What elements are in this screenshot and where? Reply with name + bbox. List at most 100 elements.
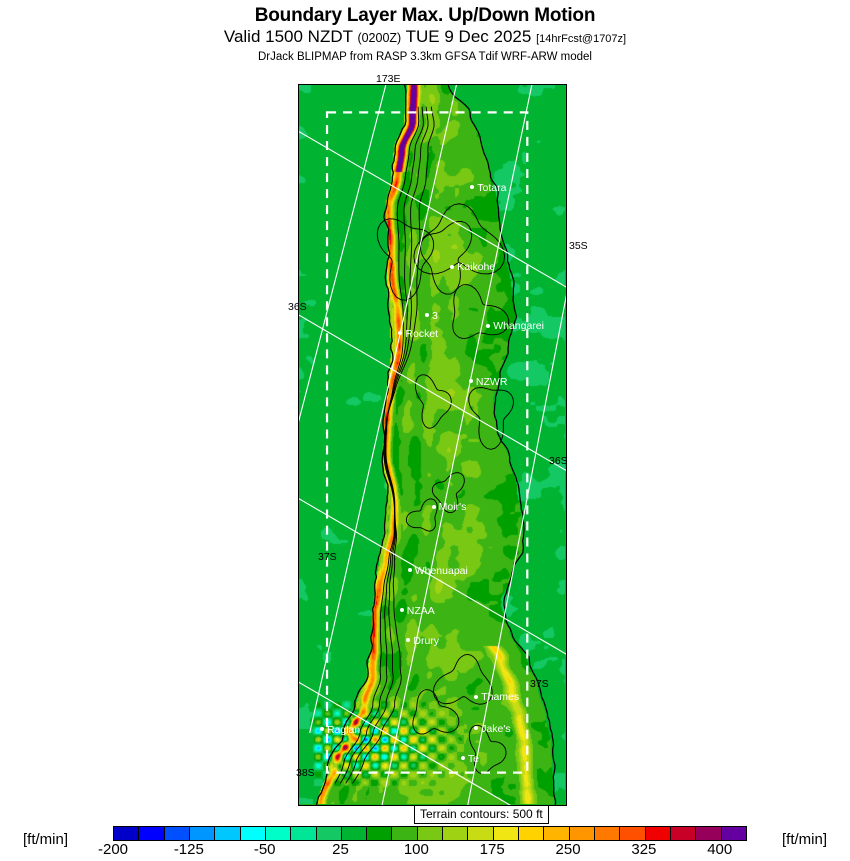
terrain-contour-note: Terrain contours: 500 ft [414, 805, 549, 824]
map-station-3: 3 [425, 309, 438, 322]
colorbar-tick-labels: -200 -125 -50 25 100 175 250 325 400 [98, 841, 745, 861]
map-station-whangarei: Whangarei [486, 321, 544, 332]
colorbar-band-1 [138, 827, 164, 840]
station-dot-icon [319, 726, 324, 731]
colorbar-band-15 [492, 827, 518, 840]
station-dot-icon [450, 264, 455, 269]
grid-label-lat-36s-east: 36S [549, 455, 568, 467]
station-label: NZAA [406, 605, 435, 618]
colorbar-band-12 [416, 827, 443, 840]
station-label: Te [467, 753, 480, 766]
grid-label-lat-35s: 35S [569, 240, 588, 252]
colorbar-band-14 [467, 827, 493, 840]
colorbar-band-7 [290, 827, 316, 840]
station-dot-icon [431, 504, 436, 509]
station-dot-icon [399, 608, 404, 613]
colorbar-tick-325: 325 [631, 841, 657, 858]
colorbar-band-6 [264, 827, 291, 840]
colorbar-tick-250: 250 [555, 841, 581, 858]
station-dot-icon [470, 185, 475, 190]
grid-label-lat-37s-west: 37S [318, 551, 337, 563]
valid-time-prefix: Valid 1500 NZDT [223, 27, 353, 46]
colorbar-band-24 [720, 827, 746, 840]
map-station-whenuapai: Whenuapai [407, 564, 468, 577]
map-station-jake-s: Jake's [474, 722, 511, 735]
colorbar-units-right: [ft/min] [782, 831, 828, 848]
page-title: Boundary Layer Max. Up/Down Motion [254, 5, 596, 26]
map-station-te: Te [460, 753, 480, 766]
colorbar-tick--50: -50 [253, 841, 276, 858]
colorbar-band-19 [593, 827, 620, 840]
station-dot-icon [460, 756, 465, 761]
station-label: Whenuapai [414, 564, 468, 577]
colorbar-band-0 [114, 827, 139, 840]
station-label: 3 [432, 309, 438, 322]
colorbar-band-21 [644, 827, 670, 840]
colorbar-band-23 [695, 827, 721, 840]
colorbar-band-16 [518, 827, 544, 840]
valid-time-line: Valid 1500 NZDT (0200Z) TUE 9 Dec 2025 [… [0, 27, 850, 49]
forecast-tag: [14hrFcst@1707z] [536, 33, 627, 45]
colorbar-units-left: [ft/min] [23, 831, 69, 848]
chart-header: Boundary Layer Max. Up/Down Motion Valid… [0, 0, 850, 64]
station-dot-icon [398, 331, 403, 336]
map-station-nzwr: NZWR [468, 375, 508, 388]
map-station-kaikohe: Kaikohe [450, 262, 495, 273]
colorbar-band-10 [366, 827, 392, 840]
station-label: Totara [477, 182, 507, 195]
map-station-moir-s: Moir's [431, 501, 467, 514]
colorbar-tick-175: 175 [479, 841, 505, 858]
station-label: Whangarei [493, 320, 544, 333]
colorbar-tick-25: 25 [332, 841, 349, 858]
map-raster [299, 85, 565, 804]
map-frame [298, 84, 567, 806]
colorbar-legend: [ft/min] -200 -125 -50 25 100 175 250 325 400 [f… [0, 818, 850, 860]
colorbar-band-11 [391, 827, 417, 840]
colorbar-swatches[interactable] [113, 826, 747, 841]
colorbar-band-4 [214, 827, 240, 840]
station-dot-icon [474, 694, 479, 699]
colorbar-tick--200: -200 [97, 841, 129, 858]
map-station-nzaa: NZAA [399, 605, 435, 618]
colorbar-band-2 [163, 827, 189, 840]
grid-label-lon-173e: 173E [376, 73, 401, 85]
colorbar-band-8 [315, 827, 341, 840]
map-station-thames: Thames [474, 692, 519, 703]
colorbar-band-9 [340, 827, 367, 840]
station-label: Rocket [405, 328, 439, 341]
forecast-map[interactable]: 173E 35S 36S 36S 37S 37S 38S Totara Kaiko… [288, 74, 588, 806]
station-label: Moir's [438, 501, 467, 514]
colorbar-band-17 [543, 827, 569, 840]
model-line: DrJack BLIPMAP from RASP 3.3km GFSA Tdif… [257, 51, 592, 63]
station-dot-icon [468, 378, 473, 383]
valid-time-utc: (0200Z) [357, 31, 402, 45]
colorbar-tick--125: -125 [173, 841, 204, 858]
station-dot-icon [407, 567, 412, 572]
colorbar-tick-400: 400 [707, 841, 733, 858]
colorbar-band-3 [188, 827, 215, 840]
colorbar-band-5 [239, 827, 265, 840]
station-label: Kaikohe [457, 261, 496, 274]
station-label: Raglan [326, 723, 361, 736]
colorbar-tick-100: 100 [403, 841, 429, 858]
grid-label-lat-36s-west: 36S [288, 301, 307, 313]
station-label: NZWR [475, 375, 508, 388]
station-label: Drury [413, 635, 440, 648]
colorbar-band-18 [568, 827, 594, 840]
colorbar-band-22 [669, 827, 696, 840]
colorbar-band-20 [619, 827, 645, 840]
grid-label-lat-38s: 38S [296, 767, 315, 779]
station-dot-icon [406, 638, 411, 643]
valid-date: TUE 9 Dec 2025 [405, 27, 532, 46]
map-station-raglan: Raglan [319, 723, 361, 736]
map-station-totara: Totara [470, 183, 506, 194]
station-dot-icon [474, 726, 479, 731]
station-label: Thames [481, 691, 520, 704]
station-dot-icon [486, 323, 491, 328]
colorbar-band-13 [442, 827, 468, 840]
station-label: Jake's [481, 722, 511, 735]
station-dot-icon [425, 312, 430, 317]
map-station-rocket: Rocket [398, 329, 438, 340]
map-station-drury: Drury [406, 636, 439, 647]
grid-label-lat-37s-east: 37S [530, 678, 549, 690]
